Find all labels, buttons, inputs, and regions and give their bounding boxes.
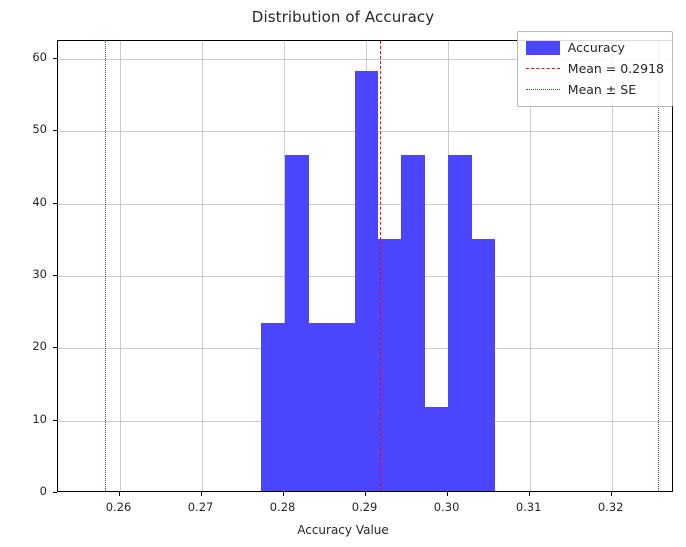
x-axis-tick-label: 0.28 [269,500,296,514]
histogram-bar [401,154,426,491]
legend-label: Accuracy [567,40,625,55]
y-axis-tick-label: 0 [39,484,47,498]
legend-label: Mean ± SE [567,82,637,97]
legend-item-mean: Mean = 0.2918 [525,58,664,79]
y-axis-tick [53,130,57,132]
x-axis-tick [282,492,284,496]
histogram-bar [354,70,379,491]
histogram-bar [471,238,495,491]
x-axis-tick [200,492,202,496]
y-axis-tick-label: 40 [32,194,47,209]
x-axis-tick [446,492,448,496]
y-axis-tick-label: 50 [32,122,47,137]
gridline-vertical [283,41,285,491]
histogram-bar [377,238,402,491]
x-axis-tick [364,492,366,496]
y-axis-tick [53,492,57,493]
x-axis-tick [528,492,530,496]
x-axis-tick-label: 0.32 [597,500,624,514]
gridline-vertical [611,41,613,491]
x-axis-label: Accuracy Value [297,523,389,537]
y-axis-tick [53,58,57,60]
x-axis-tick-label: 0.31 [515,500,542,514]
legend-label: Mean = 0.2918 [567,61,664,76]
y-axis-tick [53,347,57,349]
gridline-vertical [119,41,121,491]
gridline-vertical [529,41,531,491]
gridline-horizontal [58,59,672,61]
gridline-vertical [201,41,203,491]
histogram-bar [447,154,472,491]
chart-title: Distribution of Accuracy [251,8,435,26]
histogram-bar [424,407,449,491]
legend-dotted-line-icon [525,89,560,90]
y-axis-tick [53,202,57,204]
histogram-bar [284,154,309,491]
legend-item-accuracy: Accuracy [525,37,664,58]
legend-patch-icon [525,40,560,55]
histogram-bar [261,323,286,491]
x-axis-tick-label: 0.29 [351,500,378,514]
chart-legend: Accuracy Mean = 0.2918 Mean ± SE [516,31,673,107]
x-axis-tick-label: 0.30 [433,500,460,514]
y-axis-tick [53,419,57,421]
y-axis-tick-label: 60 [32,50,47,65]
y-axis-tick-label: 30 [32,267,47,282]
plot-area [57,40,673,492]
x-axis-tick-label: 0.27 [187,500,214,514]
mean-line [380,41,382,491]
x-axis-tick [118,492,120,496]
histogram-bar [331,323,356,491]
x-axis-tick [610,492,612,496]
se-lower-line [104,41,106,491]
legend-item-se: Mean ± SE [525,79,664,100]
x-axis-tick-label: 0.26 [105,500,132,514]
y-axis-tick-label: 20 [32,339,47,354]
histogram-bar [308,323,332,491]
se-upper-line [658,41,660,491]
legend-dashed-line-icon [525,68,560,69]
y-axis-tick [53,275,57,277]
y-axis-tick-label: 10 [32,411,47,426]
